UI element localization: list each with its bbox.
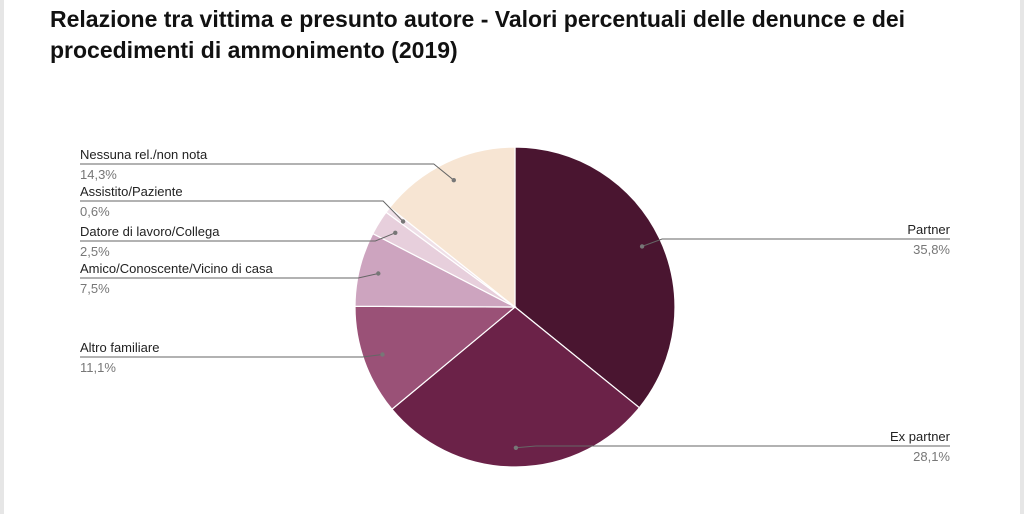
slice-label-ex-partner: Ex partner bbox=[890, 429, 951, 444]
pie-slice-ex-partner bbox=[391, 306, 641, 468]
leader-line-assistito-paziente bbox=[80, 200, 404, 222]
slice-value-partner: 35,8% bbox=[913, 242, 950, 257]
chart-title: Relazione tra vittima e presunto autore … bbox=[50, 6, 906, 63]
slice-label-partner: Partner bbox=[907, 222, 950, 237]
leader-dot-datore-di-lavoro-collega bbox=[393, 230, 398, 235]
leader-line-ex-partner bbox=[515, 445, 950, 449]
leader-line-datore-di-lavoro-collega bbox=[80, 232, 396, 242]
leader-line-nessuna-rel-non-nota bbox=[80, 163, 455, 181]
leader-line-partner bbox=[641, 238, 950, 247]
leader-dot-amico-conoscente-vicino-di-casa bbox=[376, 271, 381, 276]
leader-dot-ex-partner bbox=[513, 445, 519, 450]
slice-value-nessuna-rel-non-nota: 14,3% bbox=[80, 167, 117, 182]
slice-label-datore-di-lavoro-collega: Datore di lavoro/Collega bbox=[80, 224, 220, 239]
slice-label-altro-familiare: Altro familiare bbox=[80, 340, 159, 355]
slice-label-amico-conoscente-vicino-di-casa: Amico/Conoscente/Vicino di casa bbox=[80, 261, 273, 276]
leader-line-altro-familiare bbox=[80, 354, 383, 358]
leader-dot-nessuna-rel-non-nota bbox=[451, 178, 456, 183]
leader-line-amico-conoscente-vicino-di-casa bbox=[80, 273, 379, 279]
pie-slice-nessuna-rel-non-nota bbox=[388, 146, 516, 309]
pie-slice-partner bbox=[514, 146, 676, 409]
slice-value-assistito-paziente: 0,6% bbox=[80, 204, 110, 219]
leader-dot-altro-familiare bbox=[380, 352, 385, 357]
leader-dot-assistito-paziente bbox=[400, 219, 406, 224]
slice-value-altro-familiare: 11,1% bbox=[80, 360, 116, 375]
pie-slice-altro-familiare bbox=[354, 305, 517, 411]
slice-value-ex-partner: 28,1% bbox=[913, 449, 950, 464]
slice-value-amico-conoscente-vicino-di-casa: 7,5% bbox=[80, 281, 110, 296]
slice-value-datore-di-lavoro-collega: 2,5% bbox=[80, 244, 110, 259]
slice-label-assistito-paziente: Assistito/Paziente bbox=[80, 184, 183, 199]
leader-dot-partner bbox=[639, 244, 645, 249]
slice-label-nessuna-rel-non-nota: Nessuna rel./non nota bbox=[80, 147, 208, 162]
